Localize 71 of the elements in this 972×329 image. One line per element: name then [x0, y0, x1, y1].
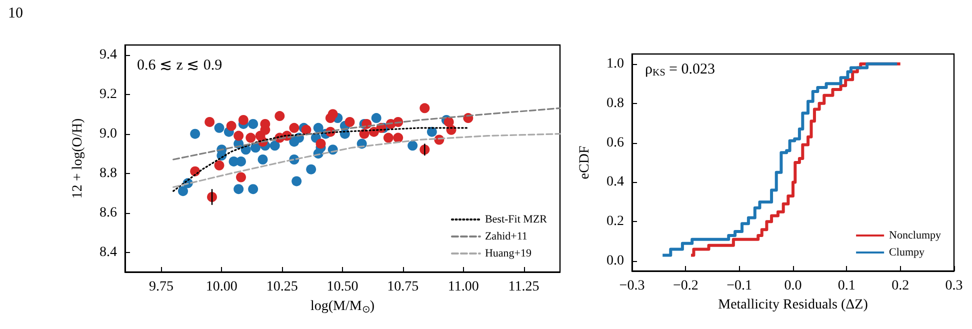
point: [238, 115, 248, 126]
legend-label: Huang+19: [484, 248, 532, 260]
point: [313, 122, 324, 133]
y-tick-label: 9.4: [100, 47, 117, 62]
point: [371, 113, 382, 124]
y-tick-label: 8.6: [100, 205, 117, 220]
x-tick-label: −0.2: [672, 278, 698, 294]
x-tick-label: 10.25: [266, 280, 298, 294]
x-tick-label: 10.00: [206, 280, 238, 294]
point: [328, 109, 338, 120]
x-tick-label: 0.3: [945, 278, 963, 294]
line-series: [172, 133, 561, 188]
x-tick-label: 10.50: [326, 280, 358, 294]
point: [246, 132, 256, 143]
x-axis-title: log(M/M⊙): [310, 299, 375, 316]
y-tick-label: 0.0: [606, 254, 624, 269]
point: [292, 176, 302, 186]
y-axis-title: 12 + log(O/H): [70, 118, 86, 199]
point: [214, 122, 224, 133]
point: [248, 184, 258, 194]
y-tick-label: 0.4: [606, 174, 624, 190]
annotation: 0.6 ≲ z ≲ 0.9: [137, 58, 222, 74]
point: [274, 111, 285, 122]
y-tick-label: 9.0: [100, 126, 117, 142]
x-tick-label: 11.25: [508, 280, 540, 294]
x-tick-label: 11.00: [448, 280, 479, 294]
point: [236, 172, 246, 182]
point: [270, 140, 280, 151]
point: [393, 132, 404, 143]
y-tick-label: 8.4: [100, 244, 117, 260]
point: [248, 118, 258, 129]
y-axis-title: eCDF: [578, 146, 592, 180]
point: [258, 154, 268, 164]
x-tick-label: −0.1: [726, 278, 752, 294]
point: [289, 122, 300, 133]
y-tick-label: 9.2: [100, 86, 117, 102]
text: 10: [8, 6, 23, 22]
x-tick-label: 0.2: [892, 278, 910, 294]
legend-label: Zahid+11: [484, 230, 528, 242]
line-series: [172, 107, 561, 160]
x-tick-label: 9.75: [149, 280, 174, 294]
y-tick-label: 0.6: [606, 135, 624, 150]
line-series: [172, 127, 469, 192]
point: [301, 124, 312, 135]
y-tick-label: 0.2: [606, 214, 624, 230]
y-tick-label: 0.8: [606, 96, 624, 111]
y-tick-label: 8.8: [100, 166, 117, 181]
point: [204, 116, 215, 127]
point: [214, 160, 224, 170]
x-tick-label: 10.75: [387, 280, 419, 294]
point: [234, 130, 244, 141]
legend-label: Clumpy: [889, 246, 926, 258]
legend-label: Nonclumpy: [889, 230, 942, 242]
x-tick-label: 0.0: [784, 278, 802, 294]
point: [178, 186, 188, 196]
point: [226, 120, 236, 131]
point: [383, 132, 394, 143]
x-tick-label: 0.1: [838, 278, 856, 294]
point: [306, 164, 316, 174]
point: [408, 140, 418, 151]
legend-label: Best-Fit MZR: [484, 214, 548, 226]
point: [316, 138, 326, 149]
point: [426, 126, 437, 137]
x-tick-label: −0.3: [619, 278, 645, 294]
y-tick-label: 1.0: [606, 56, 624, 72]
point: [420, 103, 430, 114]
x-axis-title: Metallicity Residuals (ΔZ): [718, 297, 868, 312]
point: [344, 116, 355, 127]
point: [234, 184, 244, 194]
point: [236, 156, 246, 166]
point: [190, 128, 200, 139]
